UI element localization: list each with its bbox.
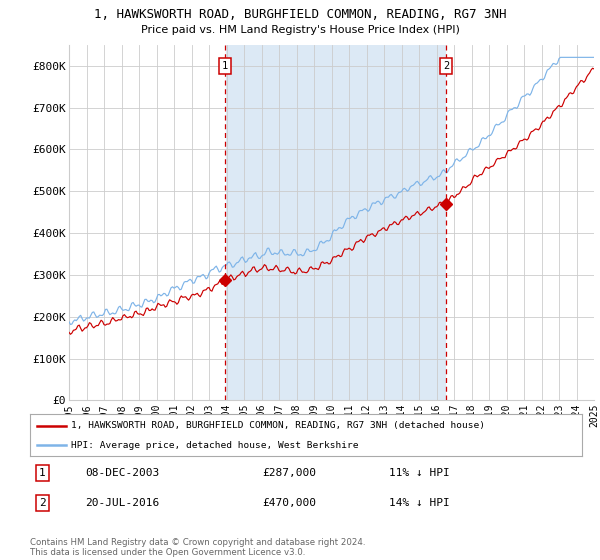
Text: 08-DEC-2003: 08-DEC-2003 (85, 468, 160, 478)
Text: 14% ↓ HPI: 14% ↓ HPI (389, 498, 449, 508)
Text: £470,000: £470,000 (262, 498, 316, 508)
Text: 1, HAWKSWORTH ROAD, BURGHFIELD COMMON, READING, RG7 3NH: 1, HAWKSWORTH ROAD, BURGHFIELD COMMON, R… (94, 8, 506, 21)
Text: 1: 1 (222, 60, 228, 71)
Text: 2: 2 (39, 498, 46, 508)
Text: 2: 2 (443, 60, 449, 71)
Text: Price paid vs. HM Land Registry's House Price Index (HPI): Price paid vs. HM Land Registry's House … (140, 25, 460, 35)
Text: 20-JUL-2016: 20-JUL-2016 (85, 498, 160, 508)
Text: £287,000: £287,000 (262, 468, 316, 478)
Text: 1: 1 (39, 468, 46, 478)
Text: 11% ↓ HPI: 11% ↓ HPI (389, 468, 449, 478)
Text: 1, HAWKSWORTH ROAD, BURGHFIELD COMMON, READING, RG7 3NH (detached house): 1, HAWKSWORTH ROAD, BURGHFIELD COMMON, R… (71, 421, 485, 430)
Text: HPI: Average price, detached house, West Berkshire: HPI: Average price, detached house, West… (71, 441, 359, 450)
Text: Contains HM Land Registry data © Crown copyright and database right 2024.
This d: Contains HM Land Registry data © Crown c… (30, 538, 365, 557)
